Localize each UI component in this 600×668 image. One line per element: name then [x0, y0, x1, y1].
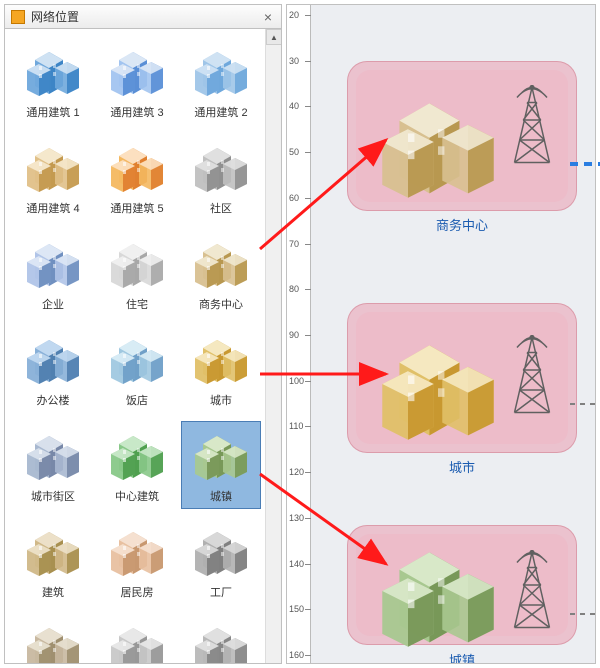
shapes-panel: 网络位置 × 通用建筑 1 — [4, 4, 282, 664]
building-icon — [21, 138, 85, 194]
shape-label: 建筑 — [42, 584, 64, 600]
panel-body: 通用建筑 1 通用建筑 3 — [5, 29, 281, 663]
ruler-label: 100 — [289, 376, 304, 386]
shape-item[interactable]: 建筑 — [13, 517, 93, 605]
shape-label: 饭店 — [126, 392, 148, 408]
shape-label: 商务中心 — [199, 296, 243, 312]
building-icon — [189, 138, 253, 194]
ruler-label: 20 — [289, 10, 299, 20]
shape-item[interactable]: 办公楼 — [13, 325, 93, 413]
shape-item[interactable]: 工厂 — [181, 517, 261, 605]
tower-icon — [507, 550, 557, 633]
ruler-label: 40 — [289, 101, 299, 111]
shape-label: 居民房 — [121, 584, 154, 600]
shape-item[interactable]: 社区 — [181, 133, 261, 221]
tower-icon — [507, 335, 557, 418]
building-icon — [21, 330, 85, 386]
close-icon[interactable]: × — [261, 10, 275, 24]
building-icon — [21, 522, 85, 578]
node-label: 城市 — [347, 457, 577, 476]
shape-item[interactable]: 城镇 — [181, 421, 261, 509]
ruler-label: 140 — [289, 559, 304, 569]
shape-label: 工厂 — [210, 584, 232, 600]
shape-item[interactable]: 居民房 — [97, 517, 177, 605]
building-icon — [105, 522, 169, 578]
shape-label: 企业 — [42, 296, 64, 312]
shape-item[interactable]: 通用建筑 4 — [13, 133, 93, 221]
shape-label: 城市街区 — [31, 488, 75, 504]
building-icon — [21, 234, 85, 290]
shape-item[interactable]: 企业 — [13, 229, 93, 317]
shape-gallery: 通用建筑 1 通用建筑 3 — [5, 29, 281, 663]
shape-item[interactable]: 住宅 — [97, 229, 177, 317]
node-label: 城镇 — [347, 650, 577, 664]
shape-item[interactable]: 金融 — [13, 613, 93, 663]
shape-item[interactable]: 饭店 — [97, 325, 177, 413]
building-icon — [189, 426, 253, 482]
shape-label: 中心建筑 — [115, 488, 159, 504]
building-icon — [368, 82, 508, 205]
panel-icon — [11, 10, 25, 24]
building-icon — [189, 42, 253, 98]
ruler-label: 30 — [289, 56, 299, 66]
building-icon — [21, 42, 85, 98]
ruler-label: 50 — [289, 147, 299, 157]
building-icon — [105, 618, 169, 663]
shape-item[interactable]: 制造业 — [181, 613, 261, 663]
shape-item[interactable]: 通用建筑 2 — [181, 37, 261, 125]
shape-label: 社区 — [210, 200, 232, 216]
shape-label: 通用建筑 2 — [194, 104, 247, 120]
shape-label: 办公楼 — [37, 392, 70, 408]
panel-title: 网络位置 — [31, 8, 261, 25]
ruler-label: 160 — [289, 650, 304, 660]
panel-header: 网络位置 × — [5, 5, 281, 29]
building-icon — [368, 531, 508, 654]
shape-label: 通用建筑 1 — [26, 104, 79, 120]
shape-label: 通用建筑 5 — [110, 200, 163, 216]
ruler-vertical: 20 30 40 50 60 70 80 90 100 110 120 130 140 150 160 — [287, 5, 311, 663]
building-icon — [189, 330, 253, 386]
building-icon — [21, 618, 85, 663]
canvas[interactable]: 20 30 40 50 60 70 80 90 100 110 120 130 140 150 160 — [286, 4, 596, 664]
ruler-label: 110 — [289, 421, 303, 431]
scroll-up-icon[interactable]: ▲ — [266, 29, 281, 45]
shape-item[interactable]: 中心建筑 — [97, 421, 177, 509]
building-icon — [105, 42, 169, 98]
ruler-label: 120 — [289, 467, 304, 477]
shape-label: 通用建筑 4 — [26, 200, 79, 216]
shape-item[interactable]: 城市 — [181, 325, 261, 413]
ruler-label: 130 — [289, 513, 304, 523]
shape-label: 住宅 — [126, 296, 148, 312]
building-icon — [189, 618, 253, 663]
building-icon — [105, 234, 169, 290]
building-icon — [105, 138, 169, 194]
building-icon — [21, 426, 85, 482]
ruler-label: 80 — [289, 284, 299, 294]
shape-item[interactable]: 通用建筑 5 — [97, 133, 177, 221]
shape-item[interactable]: 通用建筑 1 — [13, 37, 93, 125]
shape-label: 通用建筑 3 — [110, 104, 163, 120]
building-icon — [368, 324, 508, 447]
building-icon — [105, 330, 169, 386]
building-icon — [105, 426, 169, 482]
scrollbar[interactable]: ▲ — [265, 29, 281, 663]
ruler-label: 70 — [289, 239, 299, 249]
ruler-label: 90 — [289, 330, 299, 340]
node-label: 商务中心 — [347, 215, 577, 234]
shape-label: 城市 — [210, 392, 232, 408]
shape-item[interactable]: 司法 — [97, 613, 177, 663]
building-icon — [189, 522, 253, 578]
ruler-label: 60 — [289, 193, 299, 203]
tower-icon — [507, 85, 557, 168]
shape-label: 城镇 — [210, 488, 232, 504]
shape-item[interactable]: 通用建筑 3 — [97, 37, 177, 125]
shape-item[interactable]: 商务中心 — [181, 229, 261, 317]
shape-item[interactable]: 城市街区 — [13, 421, 93, 509]
ruler-label: 150 — [289, 604, 304, 614]
building-icon — [189, 234, 253, 290]
